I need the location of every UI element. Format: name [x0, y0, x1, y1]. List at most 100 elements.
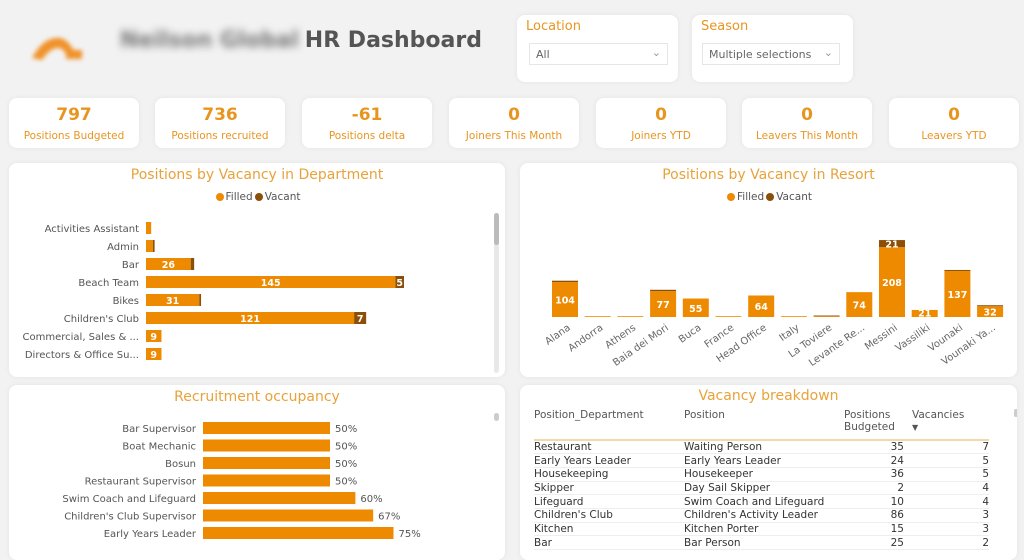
- column-header[interactable]: Position: [684, 407, 844, 441]
- filled-data-label: 26: [162, 260, 176, 271]
- category-label: Messini: [863, 322, 900, 352]
- filled-bar: [879, 247, 905, 317]
- column-header-sorted[interactable]: Vacancies ▼: [904, 407, 989, 441]
- category-label: Bar: [122, 260, 140, 271]
- scrollbar-thumb[interactable]: [494, 413, 499, 421]
- vacant-bar: [813, 315, 840, 317]
- chevron-down-icon: ⌄: [823, 46, 833, 59]
- category-label: Bosun: [165, 459, 196, 470]
- kpi-label: Joiners YTD: [631, 130, 691, 142]
- table-cell: Waiting Person: [684, 440, 844, 455]
- table-title: Vacancy breakdown: [698, 388, 839, 404]
- column-header[interactable]: Position_Department: [534, 407, 684, 441]
- kpi-label: Joiners This Month: [465, 130, 563, 142]
- chart-legend: Filled Vacant: [9, 191, 505, 203]
- filled-data-label: 77: [656, 300, 669, 311]
- filled-data-label: 21: [918, 308, 931, 319]
- legend-label: Vacant: [264, 191, 301, 203]
- filled-bar: [813, 316, 840, 317]
- vacant-data-label: 5: [396, 278, 403, 289]
- recruitment-bar-chart: Bar Supervisor 50% Boat Mechanic 50% Bosun 50…: [62, 422, 421, 540]
- column-header-label: Vacancies: [912, 409, 965, 421]
- table-cell: 3: [904, 522, 989, 537]
- table-row[interactable]: Children's Club Children's Activity Leade…: [534, 508, 989, 523]
- kpi-label: Leavers This Month: [755, 130, 859, 142]
- category-label: Directors & Office Su...: [25, 350, 139, 361]
- filled-data-label: 64: [755, 302, 769, 313]
- kpi-card: 0 Leavers This Month: [742, 98, 872, 148]
- kpi-card: 0 Joiners This Month: [449, 98, 579, 148]
- legend-dot-filled: [215, 193, 224, 201]
- category-label: Baia dei Mori: [611, 322, 671, 368]
- filled-bar: [146, 240, 153, 252]
- season-dropdown[interactable]: Multiple selections ⌄: [702, 43, 840, 65]
- legend-dot-vacant: [254, 193, 263, 201]
- table-row[interactable]: Bar Bar Person 25 2: [534, 535, 989, 550]
- filled-bar: [944, 270, 971, 317]
- resort-chart-panel: Positions by Vacancy in Resort Filled Vac…: [520, 163, 1017, 377]
- filled-data-label: 31: [166, 296, 179, 307]
- kpi-card: 0 Joiners YTD: [596, 98, 726, 148]
- category-label: Bar Supervisor: [122, 424, 197, 435]
- table-cell: 5: [904, 467, 989, 482]
- table-cell: 36: [844, 467, 904, 482]
- filled-data-label: 55: [689, 304, 702, 315]
- chart-title: Recruitment occupancy: [174, 389, 340, 405]
- category-label: Bikes: [113, 296, 139, 307]
- occupancy-bar: [203, 474, 330, 487]
- category-label: Andorra: [566, 322, 605, 354]
- filled-data-label: 145: [261, 278, 281, 289]
- table-cell: Housekeeping: [534, 467, 684, 482]
- data-label: 50%: [335, 424, 357, 435]
- category-label: Restaurant Supervisor: [85, 477, 197, 488]
- slicer-label: Location: [526, 19, 581, 34]
- category-label: Levante Re...: [807, 322, 867, 369]
- table-row[interactable]: Kitchen Kitchen Porter 15 3: [534, 522, 989, 537]
- category-label: Activities Assistant: [45, 224, 139, 235]
- dashboard-title: HR Dashboard: [304, 28, 482, 53]
- category-label: Buca: [677, 322, 704, 345]
- vacant-bar: [977, 305, 1004, 307]
- vacant-data-label: 21: [885, 240, 898, 251]
- table-row[interactable]: Skipper Day Sail Skipper 2 4: [534, 481, 989, 496]
- legend-dot-filled: [727, 193, 736, 201]
- scrollbar-thumb[interactable]: [1014, 409, 1017, 417]
- scrollbar[interactable]: [494, 213, 499, 373]
- vacant-bar: [944, 269, 971, 271]
- occupancy-bar: [203, 422, 330, 434]
- filled-data-label: 74: [853, 301, 867, 312]
- category-label: Vassiliki: [894, 322, 933, 354]
- vacant-bar: [152, 240, 155, 252]
- filled-bar: [146, 294, 200, 306]
- vacant-bar: [552, 280, 578, 283]
- department-chart-panel: Positions by Vacancy in Department Fille…: [9, 163, 505, 377]
- location-dropdown[interactable]: All ⌄: [529, 43, 668, 65]
- table-cell: Housekeeper: [684, 467, 844, 482]
- category-label: Italy: [778, 322, 802, 344]
- kpi-card: 797 Positions Budgeted: [9, 98, 139, 148]
- table-cell: Bar: [534, 535, 684, 550]
- kpi-value: 797: [56, 105, 92, 125]
- vacant-data-label: 7: [357, 314, 364, 325]
- table-row[interactable]: Restaurant Waiting Person 35 7: [534, 440, 989, 455]
- kpi-value: 0: [508, 105, 520, 125]
- column-header[interactable]: Positions Budgeted: [844, 407, 904, 441]
- table-cell: Bar Person: [684, 535, 844, 550]
- filled-bar: [682, 298, 709, 317]
- scrollbar[interactable]: [494, 413, 499, 553]
- scrollbar-thumb[interactable]: [494, 213, 499, 245]
- filled-bar: [146, 222, 152, 234]
- kpi-value: 0: [801, 105, 813, 125]
- kpi-card: -61 Positions delta: [302, 98, 432, 148]
- table-cell: 10: [844, 494, 904, 509]
- occupancy-bar: [203, 527, 394, 539]
- company-logo: [32, 37, 82, 60]
- table-row[interactable]: Early Years Leader Early Years Leader 24 5: [534, 453, 989, 468]
- data-label: 60%: [360, 494, 382, 505]
- category-label: Children's Club: [64, 314, 139, 325]
- table-row[interactable]: Housekeeping Housekeeper 36 5: [534, 467, 989, 482]
- filled-bar: [846, 292, 873, 317]
- table-row[interactable]: Lifeguard Swim Coach and Lifeguard 10 4: [534, 494, 989, 509]
- slicer-label: Season: [701, 19, 749, 34]
- kpi-label: Positions delta: [328, 130, 406, 142]
